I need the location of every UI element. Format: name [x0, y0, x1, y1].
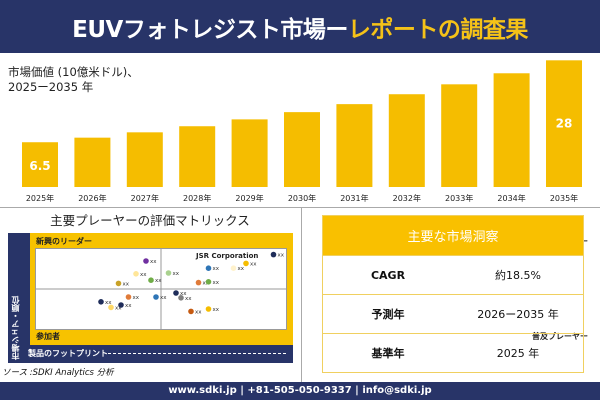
player-point [188, 308, 194, 315]
x-tick-label: 2030年 [287, 194, 317, 203]
player-point [98, 299, 104, 305]
matrix-plot: JSR Corporation xx xx xx xx xx xx xx xx xx xx xx xx x… [35, 248, 287, 330]
player-label: xx [160, 295, 167, 301]
player-label: xx [213, 280, 220, 286]
x-tick-label: 2035年 [549, 194, 579, 203]
player-label: xx [185, 296, 192, 302]
player-label: xx [155, 278, 162, 284]
player-point [118, 302, 124, 308]
player-label: xx [278, 253, 285, 259]
player-point [133, 271, 139, 277]
player-point [153, 294, 159, 300]
player-label: xx [180, 291, 187, 297]
player-label: xx [173, 271, 180, 277]
x-tick-label: 2033年 [445, 194, 474, 203]
player-point [230, 265, 237, 271]
page-title: EUVフォトレジスト市場ー レポートの調査果 [0, 0, 600, 53]
x-tick-label: 2027年 [130, 194, 159, 203]
x-axis-label: 製品のフットプリント [28, 349, 108, 358]
player-point [125, 294, 132, 300]
x-tick-label: 2034年 [497, 194, 526, 203]
player-label: xx [213, 266, 220, 272]
insight-row: 予測年 2026ー2035 年 [323, 294, 583, 333]
player-point [178, 295, 184, 301]
player-label: xx [213, 307, 220, 313]
player-point [173, 290, 179, 296]
x-tick-label: 2026年 [78, 194, 107, 203]
data-label: 6.5 [29, 159, 50, 173]
x-tick-label: 2025年 [25, 194, 55, 203]
bar [388, 94, 425, 187]
title-accent: レポートの調査果 [347, 16, 529, 43]
data-label: 28 [556, 116, 573, 130]
bar [231, 119, 268, 187]
x-tick-label: 2029年 [235, 194, 264, 203]
player-label: xx [123, 281, 130, 287]
divider [0, 207, 600, 208]
player-label: xx [133, 295, 140, 301]
insights-title: 主要な市場洞察 [323, 216, 583, 255]
bar [179, 126, 216, 187]
highlight-label: JSR Corporation [195, 252, 258, 260]
player-label: xx [150, 259, 157, 265]
chart-title: 市場価値 (10億米ドル)、 2025ー2035 年 [8, 65, 139, 95]
player-point [205, 265, 212, 271]
bar [546, 60, 582, 187]
quadrant-bottom-left: 参加者 [36, 332, 60, 341]
player-label: xx [238, 266, 245, 272]
source-note: ソース :SDKI Analytics 分析 [2, 368, 114, 378]
player-point [195, 279, 202, 286]
y-axis-label: 市場シェア・順位 [11, 296, 20, 360]
insights-table: 主要な市場洞察 CAGR 約18.5% 予測年 2026ー2035 年 基準年 202… [322, 215, 584, 373]
player-point [143, 258, 149, 264]
matrix-title: 主要プレーヤーの評価マトリックス [50, 213, 250, 228]
x-axis-arrow [108, 353, 286, 354]
insight-row: 基準年 2025 年 [323, 333, 583, 372]
bar [284, 112, 320, 187]
bar [441, 84, 478, 187]
chart-title-line2: 2025ー2035 年 [8, 80, 94, 94]
bar-chart: 6.5 28 [22, 60, 582, 187]
insight-value: 2026ー2035 年 [477, 308, 559, 321]
quadrant-top-left: 新興のリーダー [36, 237, 92, 246]
player-point [108, 304, 114, 311]
player-point [148, 277, 154, 283]
bar [74, 137, 111, 187]
title-main: EUVフォトレジスト市場ー [72, 16, 348, 43]
quadrant-bottom-right: 普及プレーヤー [532, 332, 588, 341]
x-tick-label: 2028年 [183, 194, 212, 203]
player-point [165, 270, 172, 276]
player-point [115, 280, 122, 287]
bar [22, 142, 58, 187]
bar [336, 104, 373, 187]
player-label: xx [125, 303, 132, 309]
player-label: xx [105, 300, 112, 306]
player-point [270, 251, 277, 258]
bar [126, 132, 163, 187]
x-tick-label: 2032年 [392, 194, 421, 203]
insight-key: 予測年 [371, 308, 405, 321]
player-label: xx [140, 272, 147, 278]
x-tick-label: 2031年 [340, 194, 369, 203]
player-label: xx [115, 305, 122, 311]
divider [301, 207, 302, 382]
insight-value: 2025 年 [496, 347, 540, 360]
player-label: xx [250, 261, 257, 267]
player-point [205, 306, 212, 312]
bar [493, 73, 530, 187]
insight-key: CAGR [370, 268, 406, 282]
chart-title-line1: 市場価値 (10億米ドル)、 [8, 65, 139, 79]
insight-key: 基準年 [371, 347, 405, 360]
footer-contact: www.sdki.jp | +81-505-050-9337 | info@sd… [0, 382, 600, 400]
insight-value: 約18.5% [495, 269, 541, 282]
player-point [243, 260, 249, 267]
player-label: xx [203, 281, 210, 287]
insight-row: CAGR 約18.5% [323, 255, 583, 294]
player-point [205, 279, 212, 285]
player-label: xx [195, 309, 202, 315]
